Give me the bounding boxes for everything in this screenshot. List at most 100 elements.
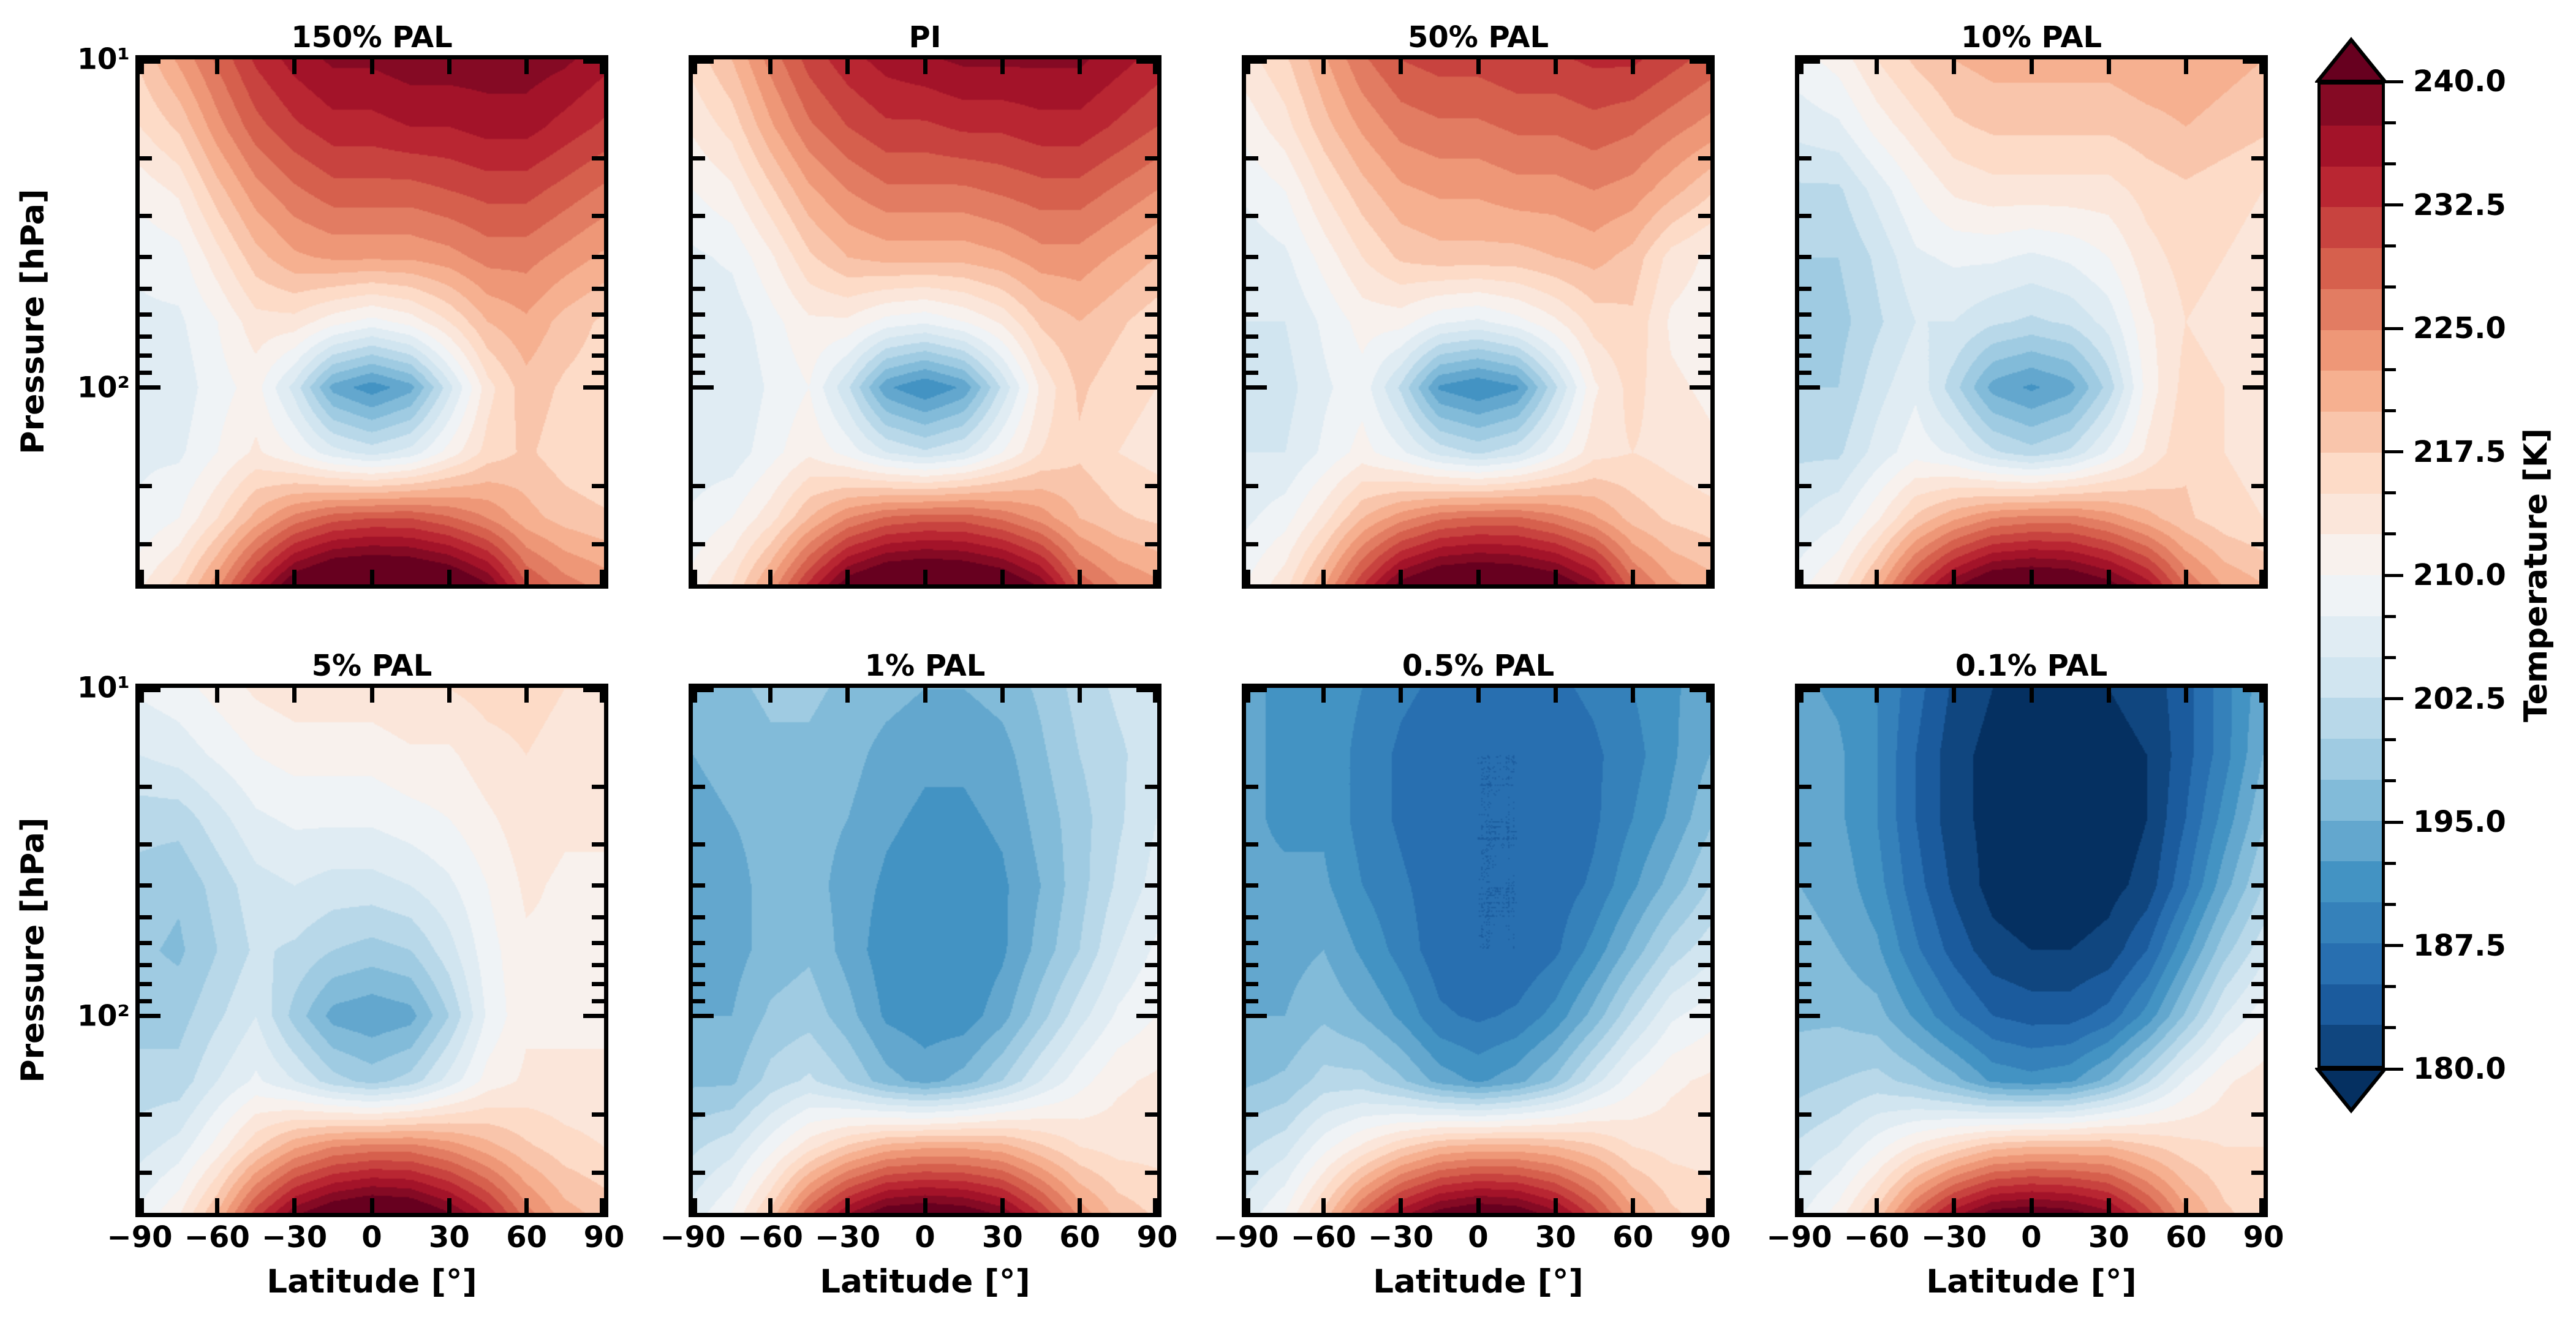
tick-mark	[693, 570, 697, 584]
x-tick-label: −60	[1843, 1220, 1909, 1255]
colorbar-segment	[2321, 371, 2382, 412]
tick-mark	[1799, 59, 1804, 74]
colorbar-segment	[2321, 575, 2382, 616]
x-tick-label: 60	[1059, 1220, 1101, 1255]
tick-mark	[140, 688, 144, 703]
tick-mark	[592, 370, 604, 375]
tick-mark	[1145, 542, 1157, 546]
colorbar-tick-mark	[2385, 121, 2396, 124]
tick-mark	[693, 286, 705, 291]
tick-mark	[1476, 1198, 1481, 1213]
tick-mark	[1153, 59, 1157, 74]
colorbar-tick-mark	[2385, 861, 2396, 865]
tick-mark	[1706, 1198, 1710, 1213]
panel-5-pal	[135, 684, 608, 1217]
tick-mark	[1631, 1198, 1636, 1213]
tick-mark	[1690, 59, 1710, 64]
tick-mark	[1246, 312, 1258, 317]
tick-mark	[693, 784, 705, 789]
colorbar-segment	[2321, 289, 2382, 330]
colorbar-tick-mark	[2385, 573, 2403, 577]
tick-mark	[2243, 385, 2264, 390]
colorbar-segment	[2321, 248, 2382, 289]
tick-mark	[369, 570, 374, 584]
colorbar-tick-label: 210.0	[2413, 558, 2506, 592]
tick-mark	[2251, 542, 2264, 546]
tick-mark	[845, 59, 850, 74]
tick-mark	[1698, 1112, 1710, 1117]
colorbar-tick-mark	[2385, 326, 2403, 330]
contour-plot-pi	[693, 59, 1157, 584]
tick-mark	[592, 941, 604, 946]
tick-mark	[1000, 688, 1005, 703]
tick-mark	[2029, 59, 2034, 74]
tick-mark	[592, 883, 604, 888]
panel-title: 10% PAL	[1960, 20, 2102, 55]
colorbar-tick-label: 232.5	[2413, 187, 2506, 222]
tick-mark	[1145, 998, 1157, 1003]
tick-mark	[592, 334, 604, 339]
tick-mark	[600, 570, 604, 584]
tick-mark	[1799, 286, 1811, 291]
tick-mark	[2251, 334, 2264, 339]
colorbar-segment	[2321, 739, 2382, 780]
tick-mark	[693, 915, 705, 919]
tick-mark	[600, 688, 604, 703]
tick-mark	[2251, 941, 2264, 946]
panel-150-pal	[135, 55, 608, 589]
colorbar-segment	[2321, 534, 2382, 575]
contour-plot-5-pal	[140, 688, 604, 1213]
tick-mark	[2259, 1198, 2264, 1213]
tick-mark	[2259, 688, 2264, 703]
tick-mark	[1631, 570, 1636, 584]
tick-mark	[2184, 570, 2189, 584]
tick-mark	[845, 688, 850, 703]
colorbar-segment	[2321, 412, 2382, 453]
tick-mark	[1698, 334, 1710, 339]
tick-mark	[845, 570, 850, 584]
tick-mark	[583, 1014, 604, 1019]
tick-mark	[2251, 370, 2264, 375]
tick-mark	[447, 59, 451, 74]
contour-plot-0-5-pal	[1246, 688, 1710, 1213]
x-tick-label: −90	[107, 1220, 173, 1255]
tick-mark	[592, 484, 604, 489]
colorbar-tick-mark	[2385, 985, 2396, 989]
tick-mark	[1698, 883, 1710, 888]
tick-mark	[1145, 963, 1157, 968]
tick-mark	[592, 1112, 604, 1117]
tick-mark	[1706, 59, 1710, 74]
tick-mark	[140, 1198, 144, 1213]
tick-mark	[1246, 254, 1258, 259]
colorbar-segment	[2321, 1025, 2382, 1066]
x-axis-label: Latitude [°]	[266, 1263, 477, 1300]
tick-mark	[1799, 688, 1804, 703]
tick-mark	[1246, 286, 1258, 291]
tick-mark	[2251, 842, 2264, 847]
tick-mark	[1698, 842, 1710, 847]
tick-mark	[923, 688, 927, 703]
tick-mark	[1399, 1198, 1403, 1213]
tick-mark	[592, 915, 604, 919]
tick-mark	[923, 1198, 927, 1213]
tick-mark	[2251, 998, 2264, 1003]
tick-mark	[1874, 1198, 1879, 1213]
x-tick-label: 30	[981, 1220, 1023, 1255]
tick-mark	[2259, 59, 2264, 74]
tick-mark	[2243, 59, 2264, 64]
panel-10-pal	[1795, 55, 2268, 589]
tick-mark	[140, 542, 152, 546]
tick-mark	[592, 1170, 604, 1175]
tick-mark	[693, 59, 697, 74]
panel-1-pal	[689, 684, 1161, 1217]
tick-mark	[693, 59, 714, 64]
tick-mark	[1690, 688, 1710, 692]
colorbar-tick-label: 202.5	[2413, 681, 2506, 716]
tick-mark	[140, 915, 152, 919]
tick-mark	[768, 688, 772, 703]
colorbar-segment	[2321, 85, 2382, 126]
tick-mark	[693, 353, 705, 358]
tick-mark	[2243, 688, 2264, 692]
colorbar-tick-mark	[2385, 368, 2396, 371]
tick-mark	[2106, 570, 2111, 584]
